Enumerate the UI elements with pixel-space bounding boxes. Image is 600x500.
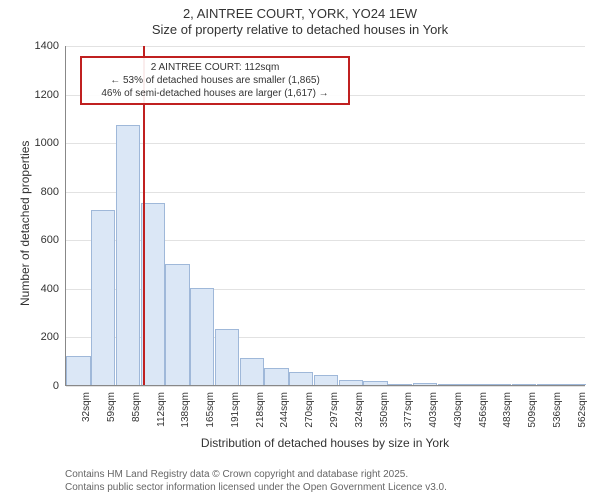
x-tick-label: 59sqm (106, 392, 117, 422)
x-tick-label: 430sqm (453, 392, 464, 428)
y-tick-label: 600 (27, 234, 59, 246)
annotation-line: 2 AINTREE COURT: 112sqm (88, 61, 342, 74)
x-tick-label: 536sqm (552, 392, 563, 428)
bar (264, 368, 288, 385)
chart-container: 2, AINTREE COURT, YORK, YO24 1EW Size of… (0, 0, 600, 500)
y-tick-label: 0 (27, 380, 59, 392)
x-tick-label: 562sqm (577, 392, 588, 428)
annotation-box: 2 AINTREE COURT: 112sqm← 53% of detached… (80, 56, 350, 105)
x-tick-label: 32sqm (81, 392, 92, 422)
title-line1: 2, AINTREE COURT, YORK, YO24 1EW (0, 6, 600, 21)
x-tick-label: 165sqm (205, 392, 216, 428)
gridline (66, 386, 585, 387)
y-tick-label: 1200 (27, 89, 59, 101)
bar (363, 381, 387, 385)
x-tick-label: 138sqm (180, 392, 191, 428)
x-tick-label: 112sqm (156, 392, 167, 427)
x-tick-label: 483sqm (502, 392, 513, 428)
bar (190, 288, 214, 385)
bar (339, 380, 363, 385)
x-tick-label: 403sqm (428, 392, 439, 428)
bar (512, 384, 536, 385)
footer-text: Contains HM Land Registry data © Crown c… (65, 468, 447, 494)
y-tick-label: 1400 (27, 40, 59, 52)
bar (487, 384, 511, 385)
bar (462, 384, 486, 385)
y-tick-label: 1000 (27, 137, 59, 149)
bar (116, 125, 140, 385)
title-line2: Size of property relative to detached ho… (0, 22, 600, 37)
x-tick-label: 297sqm (329, 392, 340, 428)
bar (438, 384, 462, 385)
x-tick-label: 324sqm (354, 392, 365, 428)
x-tick-label: 85sqm (131, 392, 142, 422)
footer-line2: Contains public sector information licen… (65, 481, 447, 494)
y-tick-label: 200 (27, 331, 59, 343)
bar (66, 356, 90, 385)
x-tick-label: 509sqm (527, 392, 538, 428)
bar (388, 384, 412, 385)
footer-line1: Contains HM Land Registry data © Crown c… (65, 468, 447, 481)
x-axis-title: Distribution of detached houses by size … (65, 436, 585, 450)
bar (561, 384, 585, 385)
x-tick-label: 244sqm (279, 392, 290, 428)
bar (537, 384, 561, 385)
bar (165, 264, 189, 385)
x-tick-label: 456sqm (478, 392, 489, 428)
y-tick-label: 800 (27, 186, 59, 198)
y-axis-title: Number of detached properties (18, 141, 32, 306)
x-tick-label: 191sqm (230, 392, 241, 428)
bar (413, 383, 437, 385)
x-tick-label: 270sqm (304, 392, 315, 428)
bar (240, 358, 264, 385)
annotation-line: ← 53% of detached houses are smaller (1,… (88, 74, 342, 87)
bar (289, 372, 313, 385)
bar (91, 210, 115, 385)
x-tick-label: 377sqm (403, 392, 414, 428)
bar (314, 375, 338, 385)
y-tick-label: 400 (27, 283, 59, 295)
x-tick-label: 350sqm (379, 392, 390, 428)
x-tick-label: 218sqm (255, 392, 266, 428)
bar (215, 329, 239, 385)
annotation-line: 46% of semi-detached houses are larger (… (88, 87, 342, 100)
